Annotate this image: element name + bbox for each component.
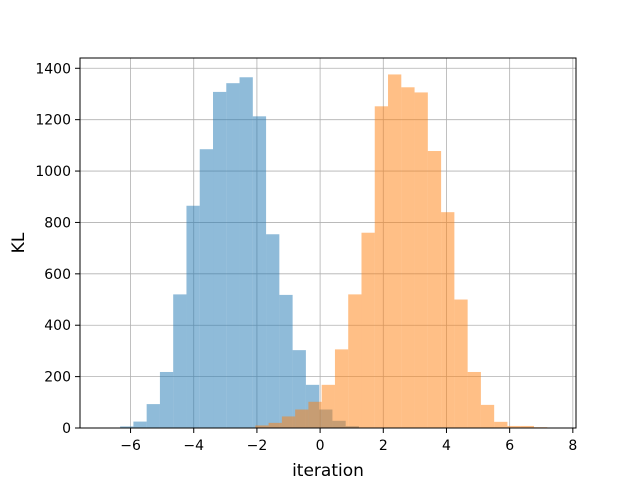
histogram-bar	[467, 371, 481, 428]
y-tick-label: 1200	[35, 113, 71, 129]
histogram-bar	[281, 416, 296, 428]
histogram-bar	[454, 299, 468, 428]
y-tick-label: 400	[44, 318, 71, 334]
x-tick-label: 8	[568, 438, 577, 454]
histogram-series	[120, 77, 359, 429]
histogram-bar	[292, 350, 306, 428]
histogram-bar	[494, 421, 508, 428]
histogram-bar	[414, 92, 428, 429]
histogram-bar	[507, 425, 521, 428]
y-tick-label: 1400	[35, 61, 71, 77]
histogram-bar	[361, 232, 375, 428]
x-tick-label: −2	[247, 438, 268, 454]
x-axis-label: iteration	[292, 461, 364, 480]
histogram-bar	[308, 401, 322, 428]
y-tick-label: 200	[44, 370, 71, 386]
histogram-bar	[441, 212, 455, 428]
histogram-bar	[252, 116, 267, 428]
histogram-bar	[520, 425, 534, 428]
histogram-bar	[159, 371, 174, 428]
grid	[80, 58, 576, 429]
histogram-bar	[255, 425, 269, 428]
histogram-bar	[173, 294, 187, 428]
y-tick-label: 0	[62, 421, 71, 437]
histogram-bar	[480, 404, 495, 428]
histogram-bar	[268, 422, 282, 428]
y-tick-label: 1000	[35, 164, 71, 180]
histogram-bar	[321, 384, 335, 428]
histogram-bar	[226, 83, 240, 429]
histogram-bar	[146, 404, 160, 428]
plot-frame	[79, 57, 577, 429]
histogram-bar	[120, 426, 134, 428]
y-tick-label: 600	[44, 267, 71, 283]
x-tick-label: 2	[379, 438, 388, 454]
histogram-bar	[279, 294, 293, 428]
histogram-series	[255, 74, 548, 429]
axis-ticks: −6 −4 −2 0 2 4 6 8 0 200 400 600 800 1000 1200 1400	[35, 61, 577, 454]
histogram-bar	[266, 234, 280, 428]
x-tick-label: −4	[183, 438, 204, 454]
histogram-bar	[295, 409, 309, 428]
histogram-bar	[239, 77, 253, 428]
y-axis-label: KL	[9, 232, 29, 253]
y-tick-label: 800	[44, 215, 71, 231]
x-tick-label: −6	[120, 438, 141, 454]
histogram-bar	[186, 205, 200, 428]
histogram-bar	[213, 91, 227, 429]
histogram-bar	[199, 149, 214, 428]
histogram-bars	[120, 74, 548, 429]
histogram-bar	[388, 74, 402, 428]
x-tick-label: 6	[505, 438, 514, 454]
histogram-bar	[334, 349, 349, 428]
histogram-bar	[401, 87, 415, 429]
x-tick-label: 4	[442, 438, 451, 454]
histogram-bar	[374, 106, 389, 429]
histogram-bar	[133, 421, 147, 428]
histogram-bar	[427, 151, 442, 428]
x-tick-label: 0	[316, 438, 325, 454]
histogram-bar	[348, 294, 362, 428]
